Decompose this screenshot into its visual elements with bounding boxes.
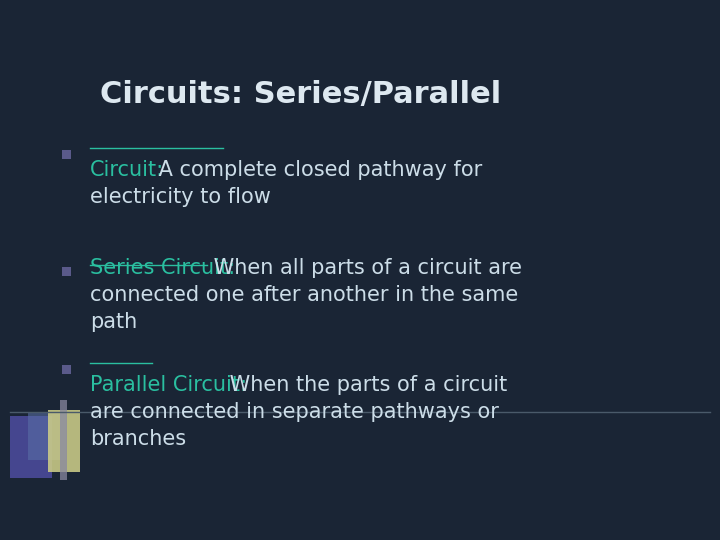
Bar [62,150,71,159]
Text: Parallel Circuit:: Parallel Circuit: [90,375,247,395]
Bar [60,400,67,480]
Text: When the parts of a circuit: When the parts of a circuit [222,375,507,395]
Bar [48,410,80,472]
Text: branches: branches [90,429,186,449]
Text: A complete closed pathway for: A complete closed pathway for [153,160,482,180]
Text: Circuit:: Circuit: [90,160,164,180]
Text: When all parts of a circuit are: When all parts of a circuit are [207,258,522,278]
Bar [28,412,66,460]
Text: connected one after another in the same: connected one after another in the same [90,285,518,305]
Text: Series Circuit:: Series Circuit: [90,258,235,278]
Text: Circuits: Series/Parallel: Circuits: Series/Parallel [100,80,501,110]
Bar [62,267,71,276]
Text: electricity to flow: electricity to flow [90,187,271,207]
Text: are connected in separate pathways or: are connected in separate pathways or [90,402,499,422]
Text: path: path [90,312,138,332]
Bar [62,365,71,374]
Bar [10,416,52,478]
